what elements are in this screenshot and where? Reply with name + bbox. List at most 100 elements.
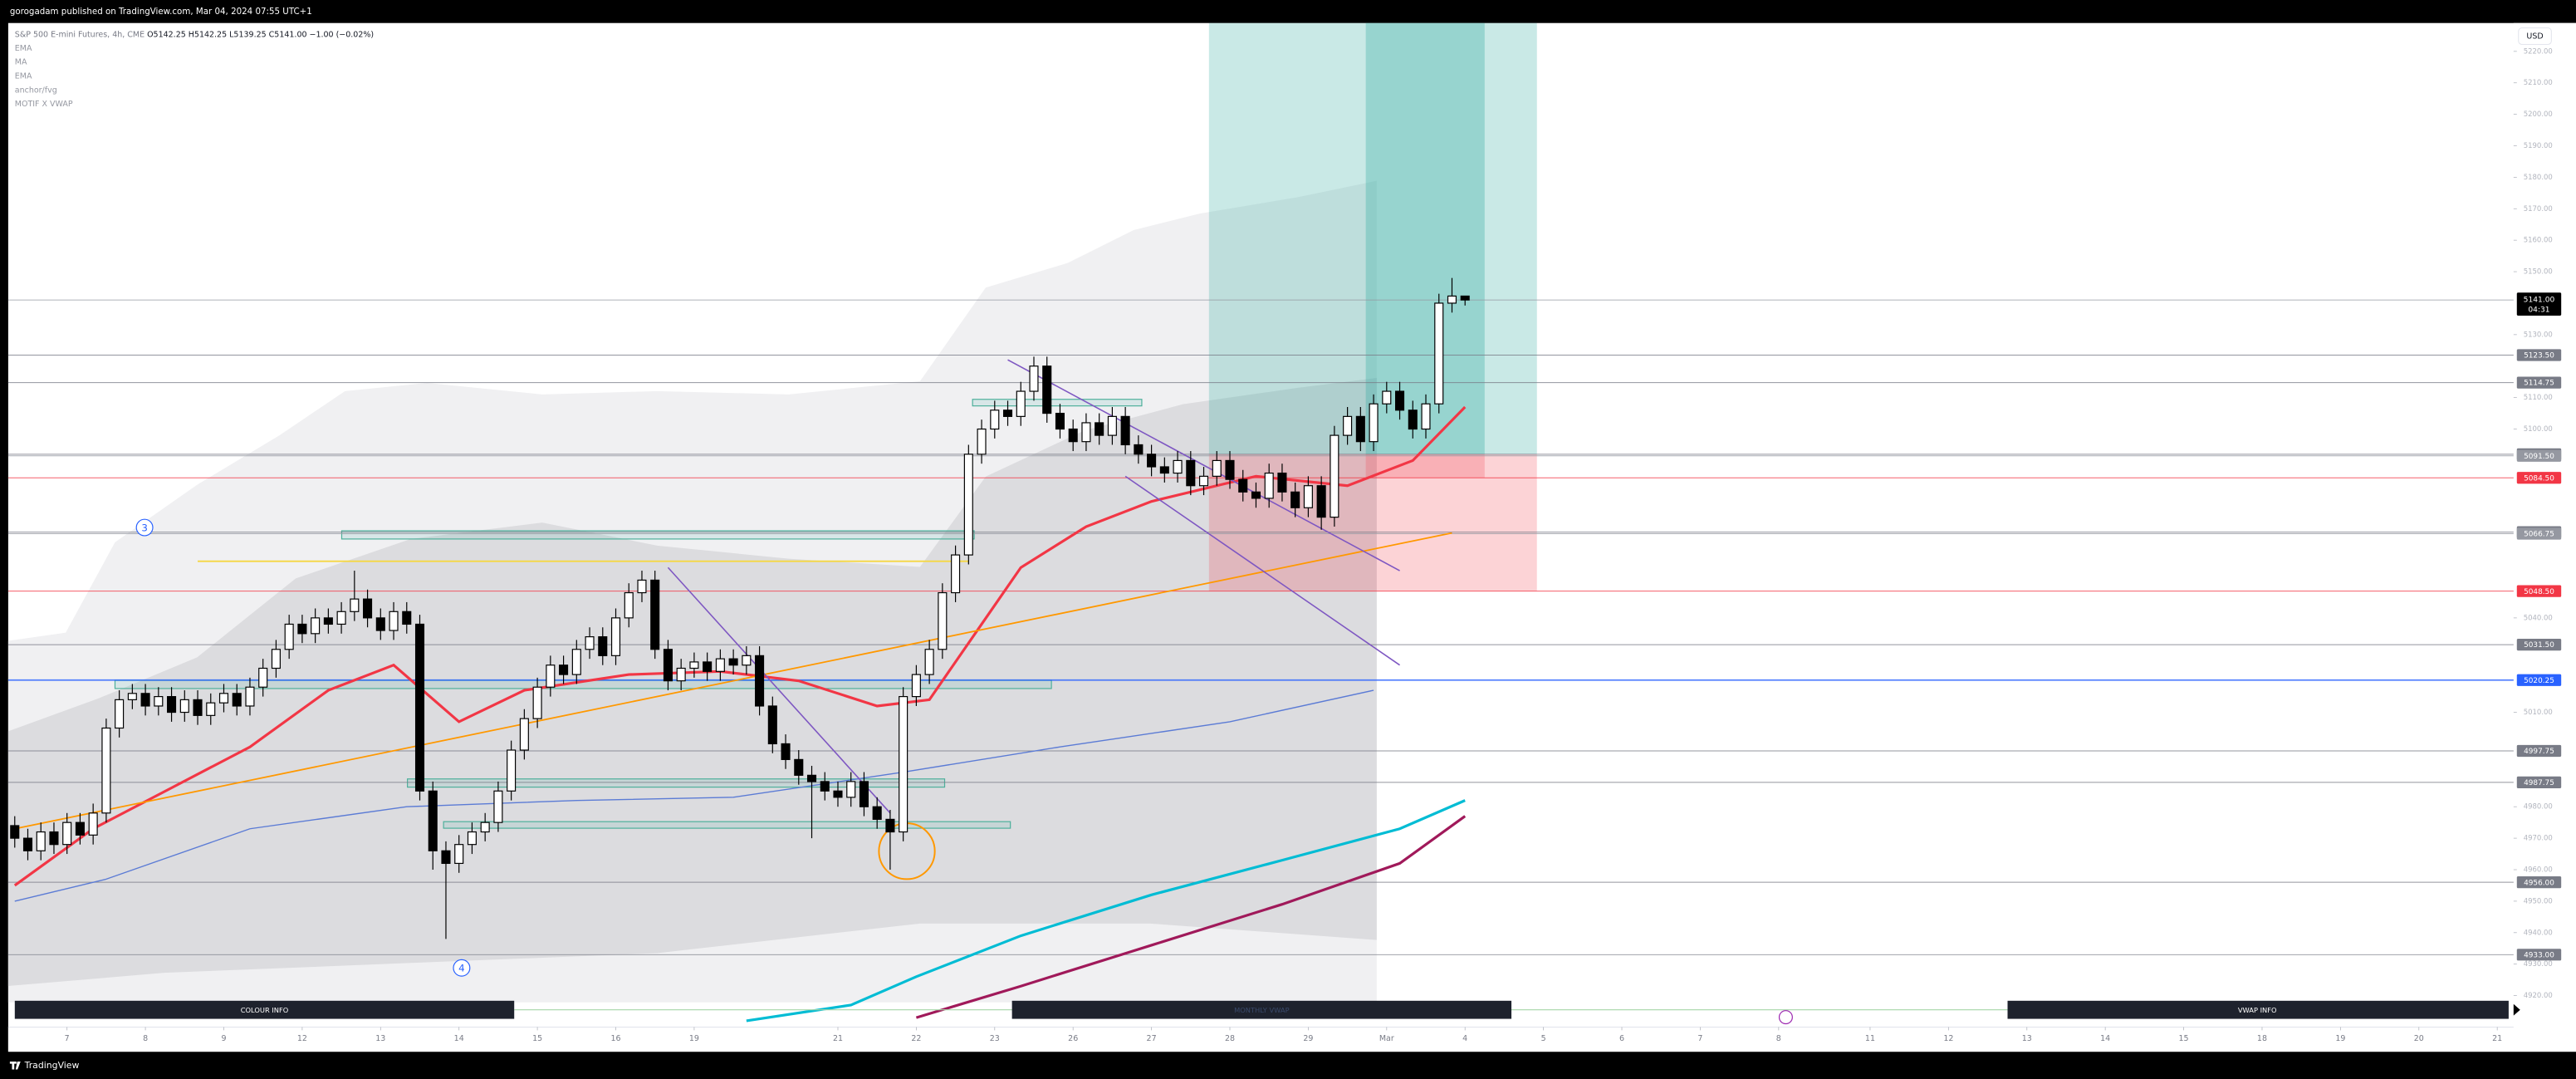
candle-body (846, 781, 856, 798)
price-tag (2516, 472, 2562, 484)
y-tick-label: 4960.00 (2524, 866, 2553, 875)
candle-body (911, 674, 921, 698)
x-tick-label: 27 (1147, 1034, 1157, 1043)
candle-body (859, 781, 869, 807)
candle-body (1159, 466, 1169, 474)
price-tag (2516, 349, 2562, 361)
price-tag (2516, 527, 2562, 540)
candle-body (167, 696, 177, 714)
zone (972, 399, 1143, 407)
candle-body (297, 623, 307, 635)
candle-body (703, 661, 713, 672)
annotation: 4 (458, 963, 465, 974)
candle-body (977, 428, 987, 455)
x-tick-label: 7 (1697, 1034, 1702, 1043)
x-tick-label: 12 (297, 1034, 307, 1043)
x-tick-label: 6 (1619, 1034, 1624, 1043)
y-tick-label: 5180.00 (2524, 174, 2553, 182)
x-tick-label: 18 (2257, 1034, 2267, 1043)
candle-body (637, 579, 647, 594)
x-tick-label: 4 (1462, 1034, 1467, 1043)
x-tick-label: 23 (990, 1034, 1000, 1043)
last-price-tag (2516, 292, 2562, 316)
indicator-line (14, 532, 1452, 830)
info-bar (14, 1000, 515, 1019)
candle-body (284, 623, 294, 650)
candle-body (1120, 415, 1130, 446)
candle-body (140, 693, 150, 707)
candle-body (480, 822, 490, 833)
fvg-zones (114, 399, 1143, 880)
indicator-line (14, 689, 1374, 902)
candle-body (650, 579, 660, 650)
currency-box[interactable] (2518, 27, 2552, 45)
candle-body (559, 665, 569, 675)
candle-body (990, 410, 1000, 430)
candle-body (571, 649, 581, 675)
candle-body (10, 825, 20, 839)
annotation-circle (453, 959, 471, 977)
candle-body (154, 696, 164, 707)
info-bars: COLOUR INFO MONTHLY VWAP VWAP INFO (14, 1000, 2520, 1025)
replay-icon[interactable] (1778, 1010, 1793, 1025)
candle-body (1068, 428, 1078, 443)
candle-body (1186, 459, 1196, 487)
candle-body (49, 831, 59, 846)
candle-body (806, 774, 817, 782)
candle-body (1238, 478, 1248, 493)
info-bar-label: MONTHLY VWAP (1234, 1006, 1290, 1014)
candle-body (676, 667, 686, 682)
footer-logo: TradingView (24, 1060, 80, 1071)
x-tick-label: 19 (689, 1034, 699, 1043)
candle-body (1303, 485, 1313, 508)
candle-body (1264, 472, 1274, 499)
y-tick-label: 5220.00 (2524, 47, 2553, 56)
y-tick-label: 5190.00 (2524, 142, 2553, 150)
candle-body (1016, 390, 1026, 417)
candle-body (350, 598, 360, 612)
x-tick-label: 14 (2100, 1034, 2110, 1043)
price-tag-label: 5031.50 (2524, 641, 2554, 650)
price-tag (2516, 876, 2562, 889)
scroll-arrow[interactable] (2513, 1003, 2520, 1016)
candle-body (1343, 415, 1353, 436)
symbol: S&P 500 E-mini Futures, 4h, CME O5142.25… (15, 30, 374, 39)
candle-body (1251, 491, 1261, 499)
price-tag-label: 5048.50 (2524, 588, 2554, 596)
candle-body (938, 591, 948, 650)
candle-body (1382, 390, 1392, 405)
candle-body (1002, 410, 1013, 417)
y-tick-label: 5040.00 (2524, 614, 2553, 622)
candle-body (833, 790, 843, 798)
y-tick-label: 5150.00 (2524, 268, 2553, 277)
candle-body (728, 658, 738, 666)
y-tick-label: 4970.00 (2524, 835, 2553, 843)
candle-body (22, 837, 33, 851)
profile-inner (7, 378, 1377, 987)
indicator-line (13, 405, 1467, 887)
x-tick-label: 8 (1776, 1034, 1781, 1043)
y-tick-label: 5010.00 (2524, 709, 2553, 717)
indicator-lines (13, 359, 1467, 1023)
candle-body (62, 822, 72, 846)
candle-body (585, 636, 595, 650)
currency[interactable]: USD (2526, 32, 2543, 42)
ohlc-values: O5142.25 H5142.25 L5139.25 C5141.00 −1.0… (147, 30, 374, 39)
y-tick-label: 5210.00 (2524, 79, 2553, 87)
candle-body (75, 822, 85, 836)
candle-body (115, 699, 125, 729)
price-tag (2516, 776, 2562, 788)
candle-body (218, 693, 229, 704)
candle-body (311, 617, 321, 635)
last-price-label: 5141.00 (2524, 297, 2555, 305)
candle-body (507, 749, 517, 792)
x-tick-label: 14 (454, 1034, 464, 1043)
candle-body (193, 699, 203, 716)
candle-body (885, 818, 895, 833)
annotation: 3 (141, 522, 148, 534)
x-tick-label: 21 (2492, 1034, 2502, 1043)
x-tick-label: 15 (2179, 1034, 2189, 1043)
candle-body (1147, 454, 1157, 468)
candle-body (375, 617, 385, 631)
indicator-name: EMA (15, 72, 32, 81)
